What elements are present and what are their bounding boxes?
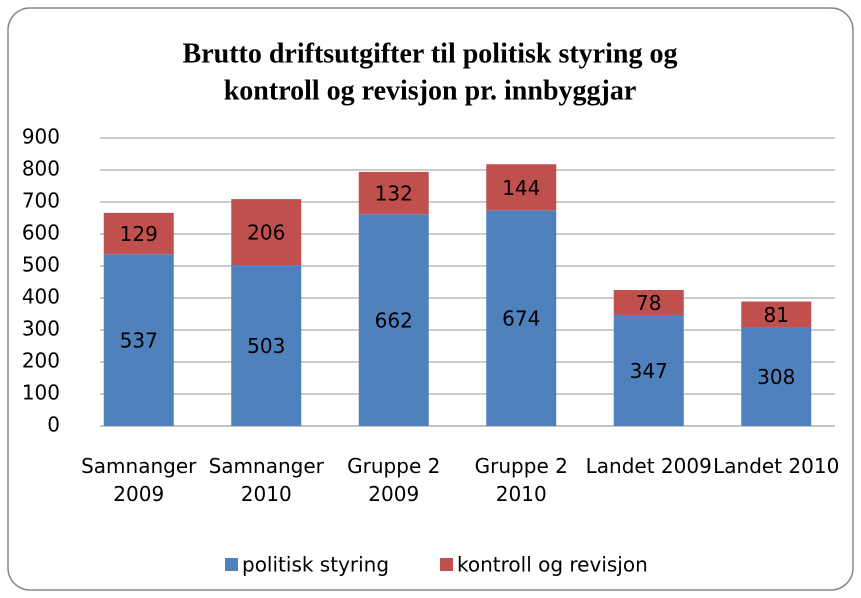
data-label: 662 [375,309,413,333]
legend-swatch [440,558,453,571]
y-tick-label: 100 [22,381,60,405]
bar-segment [613,290,684,315]
data-label: 81 [764,303,789,327]
x-tick-label: Samnanger 2009 [81,454,197,506]
x-tick-label: Gruppe 2 2010 [474,454,568,506]
data-label: 347 [630,359,668,383]
legend-swatch [225,558,238,571]
chart-frame [7,7,854,591]
chart-title: kontroll og revisjon pr. innbyggjar [224,75,637,106]
data-label: 78 [636,291,661,315]
bar-segment [486,164,557,211]
x-tick-label: Gruppe 2 2009 [347,454,441,506]
y-tick-label: 0 [47,413,60,437]
bar-segment [103,254,174,426]
x-tick-label: Landet 2010 [713,454,840,478]
y-tick-label: 600 [22,221,60,245]
bar-segment [231,265,302,426]
data-label: 132 [375,182,413,206]
data-label: 308 [757,365,795,389]
legend-label: kontroll og revisjon [457,553,648,577]
bar-segment [486,210,557,426]
bar-segment [231,199,302,266]
bar-segment [741,301,812,328]
bar-segment [613,314,684,426]
data-label: 537 [120,329,158,353]
y-tick-label: 800 [22,157,60,181]
y-tick-label: 500 [22,253,60,277]
data-label: 503 [247,334,285,358]
data-label: 144 [502,176,540,200]
y-tick-label: 700 [22,189,60,213]
bar-segment [358,171,429,215]
y-tick-label: 900 [22,125,60,149]
bar-segment [358,214,429,426]
y-tick-label: 400 [22,285,60,309]
data-label: 129 [120,222,158,246]
bar-segment [103,212,174,255]
legend-label: politisk styring [242,553,389,577]
data-label: 206 [247,221,285,245]
bar-segment [741,327,812,426]
y-tick-label: 200 [22,349,60,373]
x-tick-label: Landet 2009 [585,454,712,478]
chart-title: Brutto driftsutgifter til politisk styri… [183,38,678,69]
data-label: 674 [502,307,540,331]
x-tick-label: Samnanger 2010 [208,454,324,506]
y-tick-label: 300 [22,317,60,341]
